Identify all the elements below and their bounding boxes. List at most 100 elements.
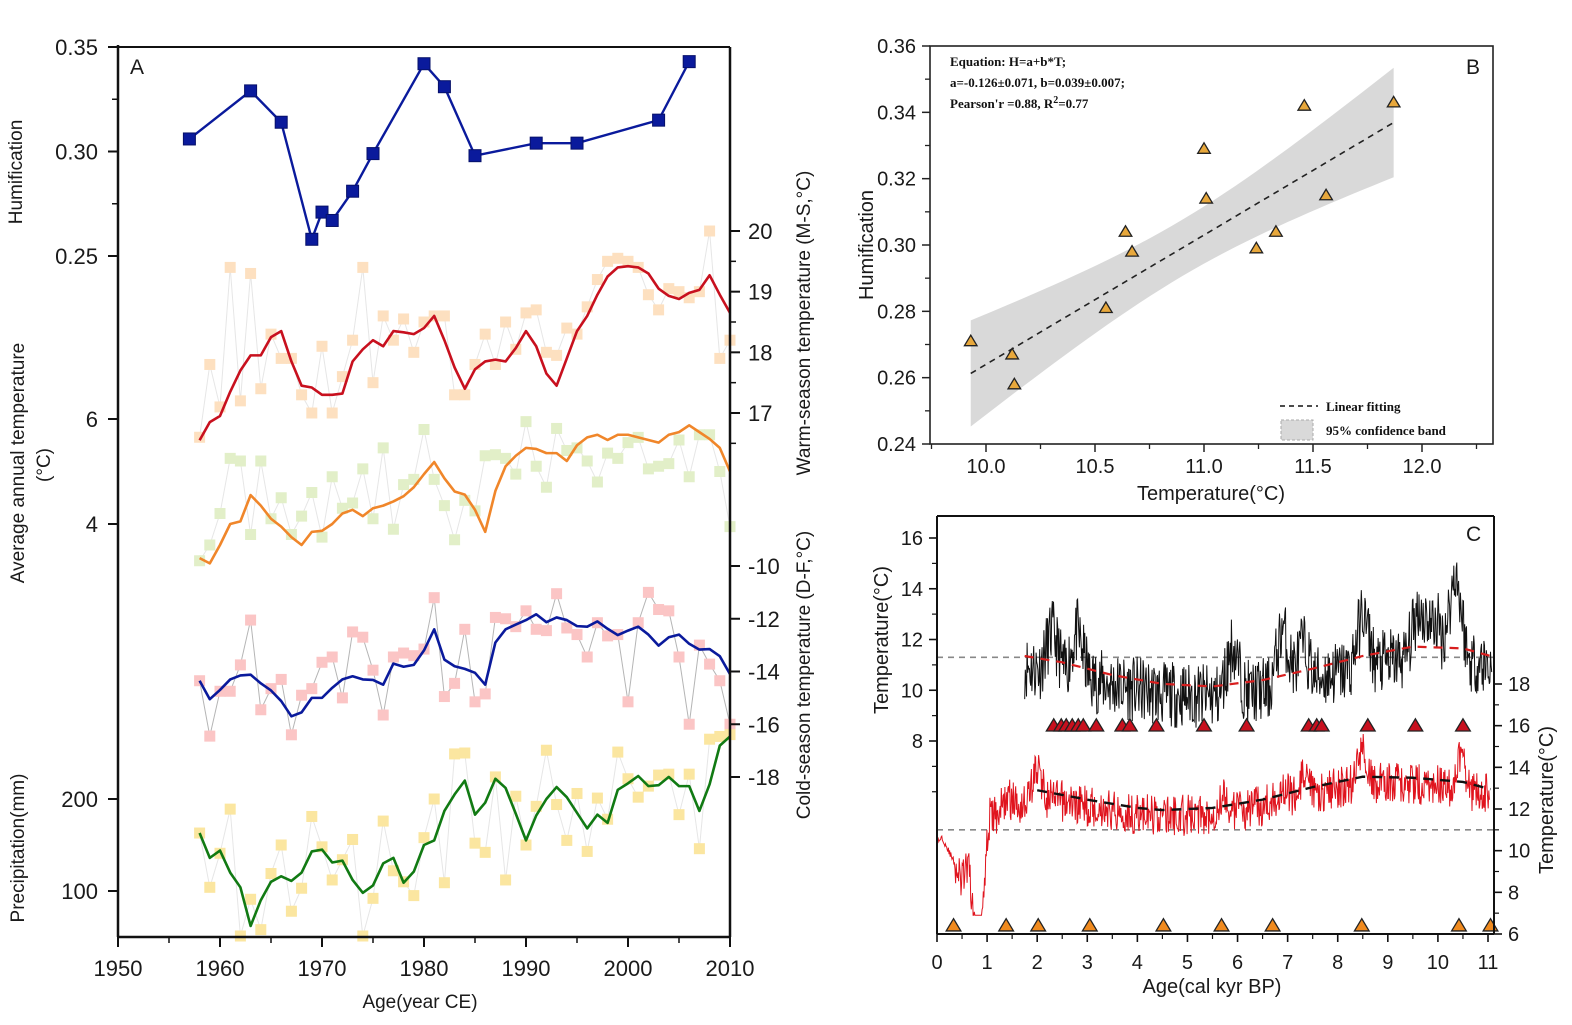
orange-triangle-marker (1450, 917, 1468, 932)
cold-season-smoothed-line (198, 612, 732, 718)
cold-season-point (234, 659, 246, 671)
cold-season-point (204, 730, 216, 742)
warm-season-point (347, 334, 359, 346)
warm-season-point (612, 252, 624, 264)
precipitation-point (296, 882, 308, 894)
trend-lines (1024, 645, 1491, 812)
warm-season-point (387, 334, 399, 346)
warm-season-point (265, 328, 277, 340)
red-triangle-marker (1406, 717, 1424, 732)
x-tick-label: 11.5 (1294, 456, 1331, 478)
average-temperature-point (408, 473, 420, 485)
panel-c-left-y-axis-label: Temperature(°C) (871, 566, 893, 714)
cold-season-point (663, 605, 675, 617)
average-temperature-point (234, 455, 246, 467)
average-temperature-smoothed-line (199, 423, 732, 565)
warm-season-point (336, 371, 348, 383)
average-temperature-point (326, 471, 338, 483)
cold-season-point (581, 651, 593, 663)
red-triangle-marker (1074, 717, 1092, 732)
cold-season-point (510, 621, 522, 633)
cold-season-point (275, 673, 287, 685)
warm-season-point (622, 255, 634, 267)
scatter-point (1098, 300, 1114, 314)
precipitation-axis-label: Precipitation(mm) (8, 774, 29, 923)
legend-confidence-band-label: 95% confidence band (1326, 423, 1447, 438)
precipitation-point (408, 890, 420, 902)
warm-season-point (204, 358, 216, 370)
cold-season-point (489, 611, 501, 623)
warm-season-point (224, 261, 236, 273)
average-temperature-point (479, 450, 491, 462)
warm-season-point (418, 316, 430, 328)
scatter-point (1198, 191, 1214, 204)
humification-point (315, 205, 329, 219)
left-temperature-line (1024, 562, 1493, 728)
panel-b-y-axis-label: Humification (856, 190, 878, 300)
precipitation-point (622, 773, 634, 785)
average-temperature-point (520, 416, 532, 428)
right-temperature-series (936, 733, 1491, 916)
orange-triangle-marker (945, 917, 963, 932)
precipitation-tick-label: 100 (61, 879, 98, 904)
humification-point (417, 57, 431, 71)
average-temperature-point (459, 494, 471, 506)
precipitation-point (581, 845, 593, 857)
y-tick-label: 0.26 (877, 368, 916, 390)
red-triangle-marker (1147, 717, 1165, 732)
average-temperature-point (571, 442, 583, 454)
average-temperature-point (510, 468, 522, 480)
avg-temperature-tick-label: 6 (86, 407, 98, 432)
average-temperature-point (663, 458, 675, 470)
humification-point (325, 213, 339, 227)
x-tick-label: 2010 (706, 956, 755, 981)
scatter-point (1118, 224, 1133, 237)
warm-season-point (398, 313, 410, 325)
x-tick-label: 2 (1032, 952, 1043, 974)
x-tick-label: 9 (1382, 952, 1393, 974)
precipitation-point (520, 839, 532, 851)
precipitation-raw-line (199, 734, 731, 937)
scatter-point (1386, 95, 1402, 108)
humification-point (244, 84, 258, 98)
warm-season-point (449, 389, 461, 401)
average-temperature-point (581, 455, 593, 467)
cold-season-points (194, 586, 736, 742)
cold-season-point (357, 631, 369, 643)
precipitation-point (316, 841, 328, 853)
cold-season-point (622, 696, 634, 708)
panel-b: 10.0 10.5 11.0 11.5 12.0 0.24 0.26 0.28 0.30 0.32… (856, 36, 1494, 505)
cold-season-point (459, 623, 471, 635)
orange-triangle-marker (1482, 917, 1500, 932)
average-temperature-point (551, 422, 563, 434)
right-y-tick-label: 6 (1508, 924, 1519, 946)
average-temperature-point (204, 539, 216, 551)
linear-fit-dashed-line (970, 121, 1395, 375)
precipitation-point (418, 832, 430, 844)
y-tick-label: 0.30 (877, 235, 916, 257)
orange-triangle-marker (1154, 917, 1172, 932)
humification-point (346, 184, 360, 198)
average-temperature-point (316, 531, 328, 543)
cold-season-axis-label: Cold-season temperature (D-F,°C) (794, 531, 815, 819)
average-temperature-point (673, 434, 685, 446)
precipitation-point (224, 803, 236, 815)
cold-season-point (653, 604, 665, 616)
precipitation-point (510, 790, 522, 802)
average-temperature-point (347, 497, 359, 509)
warm-season-point (673, 286, 685, 298)
average-temperature-points (194, 416, 736, 567)
cold-season-point (540, 625, 552, 637)
precipitation-point (255, 924, 267, 936)
warm-season-point (693, 286, 705, 298)
scatter-point (1124, 244, 1140, 257)
precipitation-point (387, 865, 399, 877)
panel-a-x-axis-label: Age(year CE) (362, 992, 477, 1013)
x-tick-label: 1 (982, 952, 993, 974)
y-tick-label: 0.36 (877, 36, 916, 58)
humification-point (305, 232, 319, 246)
y-tick-label: 0.24 (877, 434, 916, 456)
cold-season-tick-label: -14 (748, 660, 780, 685)
warm-season-point (714, 352, 726, 364)
x-tick-label: 4 (1132, 952, 1143, 974)
